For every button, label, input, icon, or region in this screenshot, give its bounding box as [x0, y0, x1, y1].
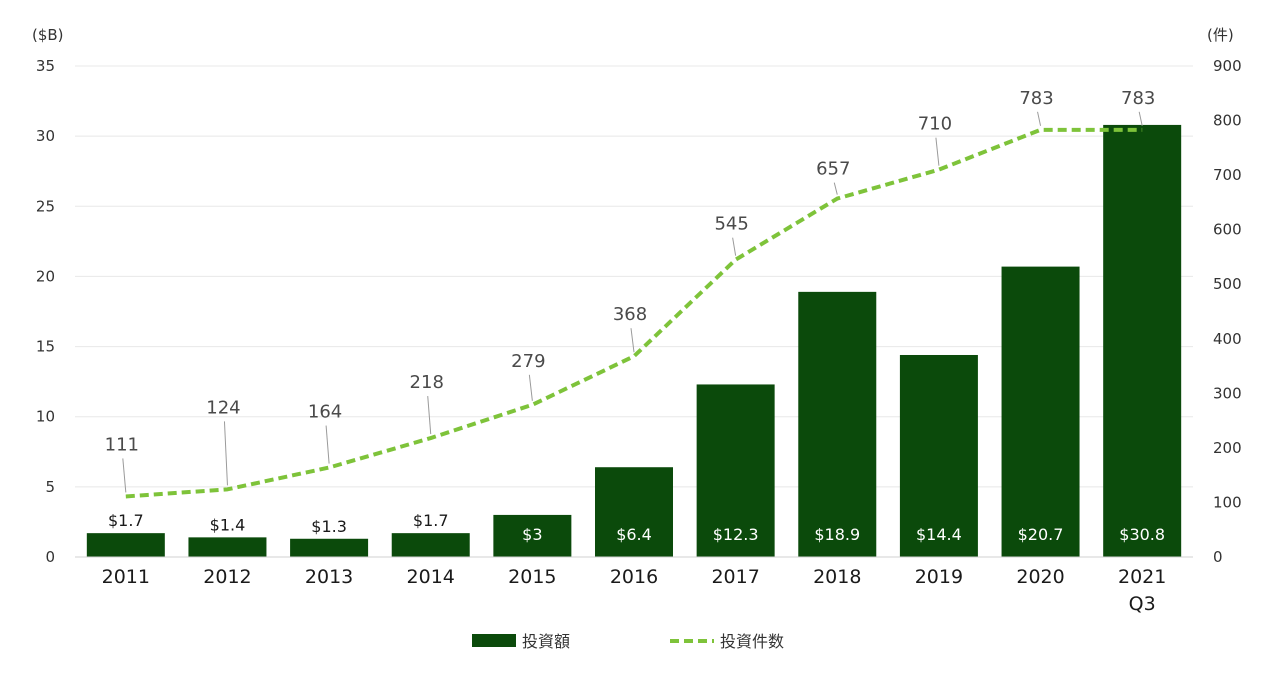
x-tick-label: 2014	[407, 566, 455, 588]
y-left-tick-label: 0	[45, 548, 55, 566]
leader-line	[833, 182, 838, 195]
line-data-label: 657	[816, 159, 850, 180]
x-tick-label: 2017	[711, 566, 759, 588]
leader-line	[325, 425, 330, 464]
y-right-tick-label: 200	[1213, 439, 1242, 457]
leader-line	[427, 396, 432, 435]
bar-data-label: $14.4	[916, 525, 962, 544]
y-right-tick-label: 400	[1213, 330, 1242, 348]
line-data-label: 783	[1019, 88, 1053, 109]
bar	[696, 384, 775, 557]
y-left-tick-label: 5	[45, 478, 55, 496]
bar	[290, 538, 369, 557]
line-data-label: 164	[308, 402, 342, 423]
x-tick-label: 2020	[1016, 566, 1064, 588]
line-data-label: 124	[206, 397, 240, 418]
x-tick-label: 2011	[102, 566, 150, 588]
y-right-tick-label: 500	[1213, 275, 1242, 293]
y-left-tick-label: 35	[36, 57, 55, 75]
bar	[188, 537, 267, 557]
data-labels: $1.7 $1.4 $1.3 $1.7 $3 $6.4 $12.3 $18.9 $14.4 $20…	[105, 88, 1165, 544]
bar-data-label: $18.9	[814, 525, 860, 544]
leader-line	[630, 328, 635, 353]
line-data-label: 279	[511, 351, 545, 372]
bar	[595, 467, 673, 557]
bar-data-label: $6.4	[616, 525, 652, 544]
axes: ($B) (件) 0 5 10 15 20 25 30 35 0 100 200 300 400 500 6…	[32, 26, 1242, 615]
bar-data-label: $1.7	[413, 511, 449, 530]
bar	[1103, 124, 1182, 558]
bar	[899, 354, 978, 557]
y-right-tick-label: 800	[1213, 112, 1242, 130]
gridlines	[75, 65, 1193, 488]
y-right-tick-label: 0	[1213, 548, 1223, 566]
x-tick-label: 2019	[915, 566, 963, 588]
line-data-label: 218	[410, 372, 444, 393]
x-tick-label: 2018	[813, 566, 861, 588]
line-data-label: 710	[918, 114, 952, 135]
x-tick-sublabel: Q3	[1129, 593, 1156, 615]
bar-data-label: $1.4	[210, 515, 246, 534]
y-left-tick-label: 10	[36, 408, 55, 426]
bar	[493, 514, 572, 557]
y-right-tick-label: 300	[1213, 384, 1242, 402]
x-tick-label: 2015	[508, 566, 556, 588]
x-tick-label: 2012	[203, 566, 251, 588]
leader-line	[935, 137, 940, 166]
line-data-label: 368	[613, 304, 647, 325]
y-right-tick-label: 100	[1213, 493, 1242, 511]
bar	[391, 533, 470, 557]
bar-series	[86, 124, 1182, 558]
legend-swatch-bar	[472, 634, 516, 647]
y-left-tick-label: 15	[36, 338, 55, 356]
y-left-tick-label: 30	[36, 127, 55, 145]
leader-line	[122, 458, 127, 493]
legend: 投資額 投資件数	[472, 632, 784, 651]
count-line	[125, 127, 1143, 499]
bar-data-label: $30.8	[1119, 525, 1165, 544]
leader-line	[732, 237, 737, 256]
bar	[86, 533, 165, 557]
leader-line	[1138, 111, 1143, 126]
x-tick-label: 2013	[305, 566, 353, 588]
right-axis-unit: (件)	[1207, 26, 1234, 44]
bar-data-label: $20.7	[1018, 525, 1064, 544]
bar	[1001, 266, 1080, 557]
bar	[798, 291, 877, 557]
legend-label-line: 投資件数	[720, 632, 784, 651]
x-tick-label: 2021	[1118, 566, 1166, 588]
legend-label-bar: 投資額	[522, 632, 570, 651]
bar-data-label: $1.3	[311, 517, 347, 536]
y-left-tick-label: 25	[36, 197, 55, 215]
bar-data-label: $3	[522, 525, 542, 544]
leader-line	[1037, 111, 1042, 126]
bar-data-label: $1.7	[108, 511, 144, 530]
line-series	[125, 127, 1143, 499]
y-right-tick-label: 600	[1213, 221, 1242, 239]
leader-line	[528, 374, 533, 401]
bar-data-label: $12.3	[713, 525, 759, 544]
line-data-label: 783	[1121, 88, 1155, 109]
leader-line	[223, 421, 228, 486]
y-right-tick-label: 700	[1213, 166, 1242, 184]
left-axis-unit: ($B)	[32, 26, 64, 44]
line-data-label: 111	[105, 434, 139, 455]
y-left-tick-label: 20	[36, 267, 55, 285]
line-data-label: 545	[714, 214, 748, 235]
x-tick-label: 2016	[610, 566, 658, 588]
y-right-tick-label: 900	[1213, 57, 1242, 75]
